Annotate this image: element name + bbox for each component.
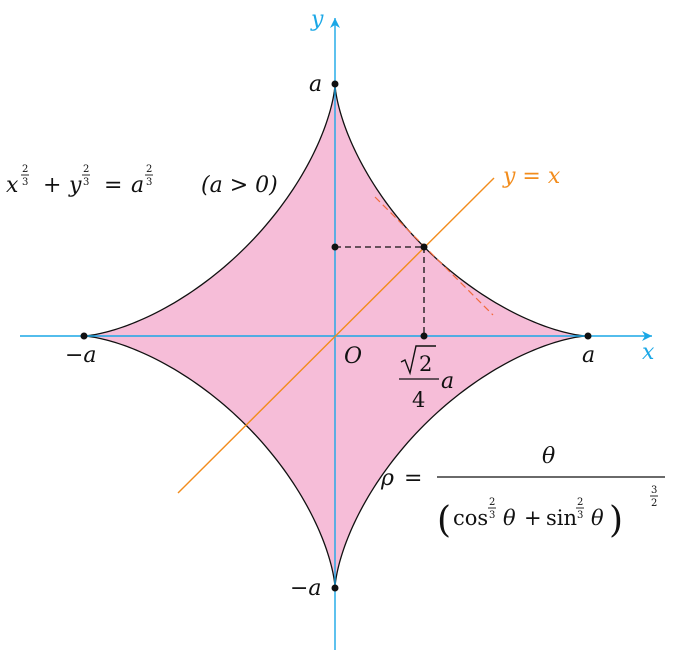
eq-y-exp-num: 2 bbox=[83, 164, 89, 175]
polar-theta-1: θ bbox=[503, 506, 516, 530]
point-y-projection bbox=[331, 243, 339, 251]
polar-right-paren: ) bbox=[609, 500, 623, 541]
fraction-denominator: 4 bbox=[412, 388, 425, 412]
eq-plus: + bbox=[43, 173, 61, 198]
x-axis-label: x bbox=[642, 340, 655, 365]
polar-theta-2: θ bbox=[591, 506, 604, 530]
point-tangency bbox=[420, 243, 428, 251]
polar-cos-exp-num: 2 bbox=[489, 497, 495, 508]
diagonal-line bbox=[177, 177, 495, 494]
cartesian-equation: x 2 3 + y 2 3 = a 2 3 (a > 0) bbox=[6, 164, 278, 198]
polar-sin: sin bbox=[546, 506, 577, 530]
polar-plus: + bbox=[524, 506, 542, 530]
polar-cos: cos bbox=[453, 506, 488, 530]
eq-equals: = bbox=[104, 173, 122, 198]
label-x-neg: −a bbox=[65, 343, 97, 368]
point-x-neg bbox=[80, 332, 88, 340]
polar-left-paren: ( bbox=[437, 500, 451, 541]
polar-cos-exp-den: 3 bbox=[489, 510, 495, 521]
polar-outer-exp-den: 2 bbox=[651, 498, 657, 509]
sqrt-radicand: 2 bbox=[419, 352, 432, 376]
tangent-line bbox=[374, 196, 494, 316]
diagonal-line-label: y = x bbox=[502, 164, 561, 189]
polar-numerator: θ bbox=[542, 444, 555, 469]
y-axis-arrow-icon bbox=[330, 18, 340, 28]
fraction-coefficient: a bbox=[441, 369, 454, 394]
polar-outer-exp-num: 3 bbox=[651, 485, 657, 496]
point-y-pos bbox=[331, 80, 339, 88]
eq-a-exp-den: 3 bbox=[146, 177, 152, 188]
eq-condition: (a > 0) bbox=[201, 173, 278, 198]
eq-x-exp-num: 2 bbox=[22, 164, 28, 175]
eq-x-exp-den: 3 bbox=[22, 177, 28, 188]
sqrt-sign-icon bbox=[400, 345, 436, 376]
label-y-pos: a bbox=[309, 72, 322, 97]
eq-a: a bbox=[131, 173, 144, 198]
eq-y-exp-den: 3 bbox=[83, 177, 89, 188]
polar-equals: = bbox=[404, 466, 422, 491]
polar-sin-exp-num: 2 bbox=[577, 497, 583, 508]
label-x-pos: a bbox=[582, 343, 595, 368]
point-x-projection bbox=[420, 332, 428, 340]
projection-value-label: 2 4 a bbox=[399, 345, 454, 412]
point-y-neg bbox=[331, 584, 339, 592]
polar-equation: ρ = θ ( cos 2 3 θ + sin 2 3 θ ) 3 2 bbox=[380, 444, 665, 541]
eq-a-exp-num: 2 bbox=[146, 164, 152, 175]
polar-sin-exp-den: 3 bbox=[577, 510, 583, 521]
point-x-pos bbox=[584, 332, 592, 340]
eq-x: x bbox=[6, 173, 19, 198]
eq-y: y bbox=[68, 173, 82, 198]
polar-rho: ρ bbox=[380, 466, 394, 491]
label-y-neg: −a bbox=[290, 576, 322, 601]
origin-label: O bbox=[344, 344, 362, 369]
x-axis-arrow-icon bbox=[642, 331, 652, 341]
y-axis-label: y bbox=[310, 7, 324, 32]
